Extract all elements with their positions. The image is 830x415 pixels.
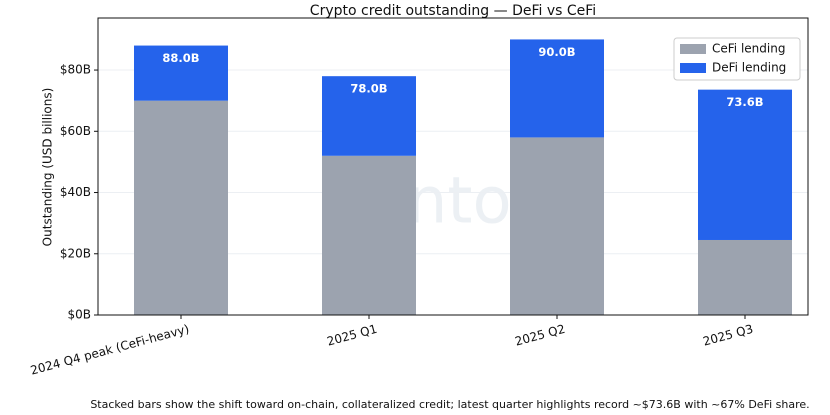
bar-segment xyxy=(322,155,416,315)
y-tick-label: $40B xyxy=(60,185,91,199)
total-label: 88.0B xyxy=(162,51,199,65)
total-label: 90.0B xyxy=(538,45,575,59)
bar-segment xyxy=(510,137,604,315)
y-tick-label: $80B xyxy=(60,63,91,77)
x-tick-label: 2024 Q4 peak (CeFi-heavy) xyxy=(29,322,191,378)
bar-segment xyxy=(698,89,792,240)
bar-segment xyxy=(698,239,792,315)
y-tick-label: $60B xyxy=(60,124,91,138)
legend-label: CeFi lending xyxy=(712,42,785,56)
plot-frame xyxy=(97,17,809,316)
total-label: 78.0B xyxy=(350,82,387,96)
bar-segment xyxy=(510,39,604,138)
y-tick-label: $20B xyxy=(60,246,91,260)
total-label: 73.6B xyxy=(726,95,763,109)
legend-label: DeFi lending xyxy=(712,61,786,75)
bar-segment xyxy=(134,45,228,101)
bar-segment xyxy=(322,76,416,156)
y-axis-label: Outstanding (USD billions) xyxy=(41,88,55,247)
y-tick-label: $0B xyxy=(67,308,91,322)
x-tick-label: 2025 Q2 xyxy=(513,322,566,349)
x-tick-label: 2025 Q1 xyxy=(325,322,378,349)
legend-swatch xyxy=(680,44,706,54)
caption: Stacked bars show the shift toward on-ch… xyxy=(90,398,809,411)
bar-segment xyxy=(134,100,228,315)
x-tick-label: 2025 Q3 xyxy=(701,322,754,349)
legend-swatch xyxy=(680,63,706,73)
chart-title: Crypto credit outstanding — DeFi vs CeFi xyxy=(310,3,596,19)
